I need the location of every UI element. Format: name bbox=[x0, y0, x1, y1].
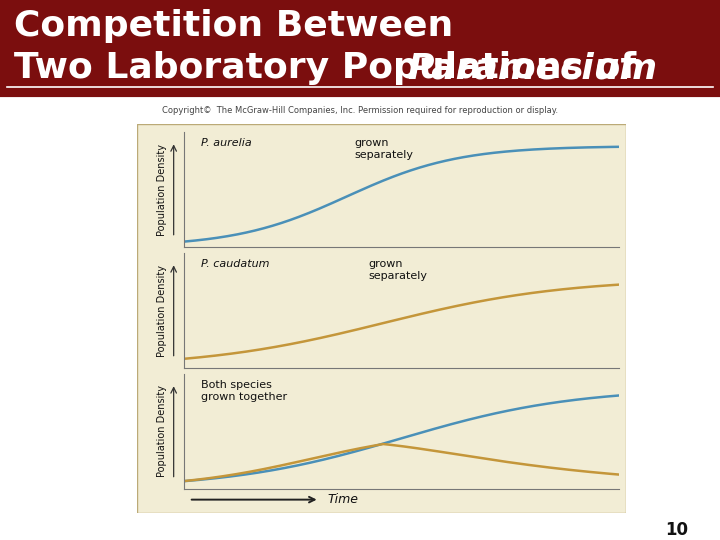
Text: Population Density: Population Density bbox=[157, 265, 167, 356]
Text: P. caudatum: P. caudatum bbox=[201, 259, 273, 269]
FancyBboxPatch shape bbox=[0, 0, 720, 96]
Text: grown
separately: grown separately bbox=[354, 138, 413, 160]
Text: Competition Between: Competition Between bbox=[14, 10, 454, 43]
Text: Two Laboratory Populations of: Two Laboratory Populations of bbox=[14, 51, 649, 85]
Text: Population Density: Population Density bbox=[157, 144, 167, 235]
Text: Paramecium: Paramecium bbox=[407, 51, 657, 85]
Text: Time: Time bbox=[328, 493, 359, 506]
Text: Copyright©  The McGraw-Hill Companies, Inc. Permission required for reproduction: Copyright© The McGraw-Hill Companies, In… bbox=[162, 106, 558, 114]
Text: 10: 10 bbox=[665, 521, 688, 539]
Text: P. aurelia: P. aurelia bbox=[201, 138, 256, 148]
Text: Population Density: Population Density bbox=[157, 386, 167, 477]
Text: grown
separately: grown separately bbox=[369, 259, 427, 281]
Text: Both species
grown together: Both species grown together bbox=[201, 380, 287, 402]
